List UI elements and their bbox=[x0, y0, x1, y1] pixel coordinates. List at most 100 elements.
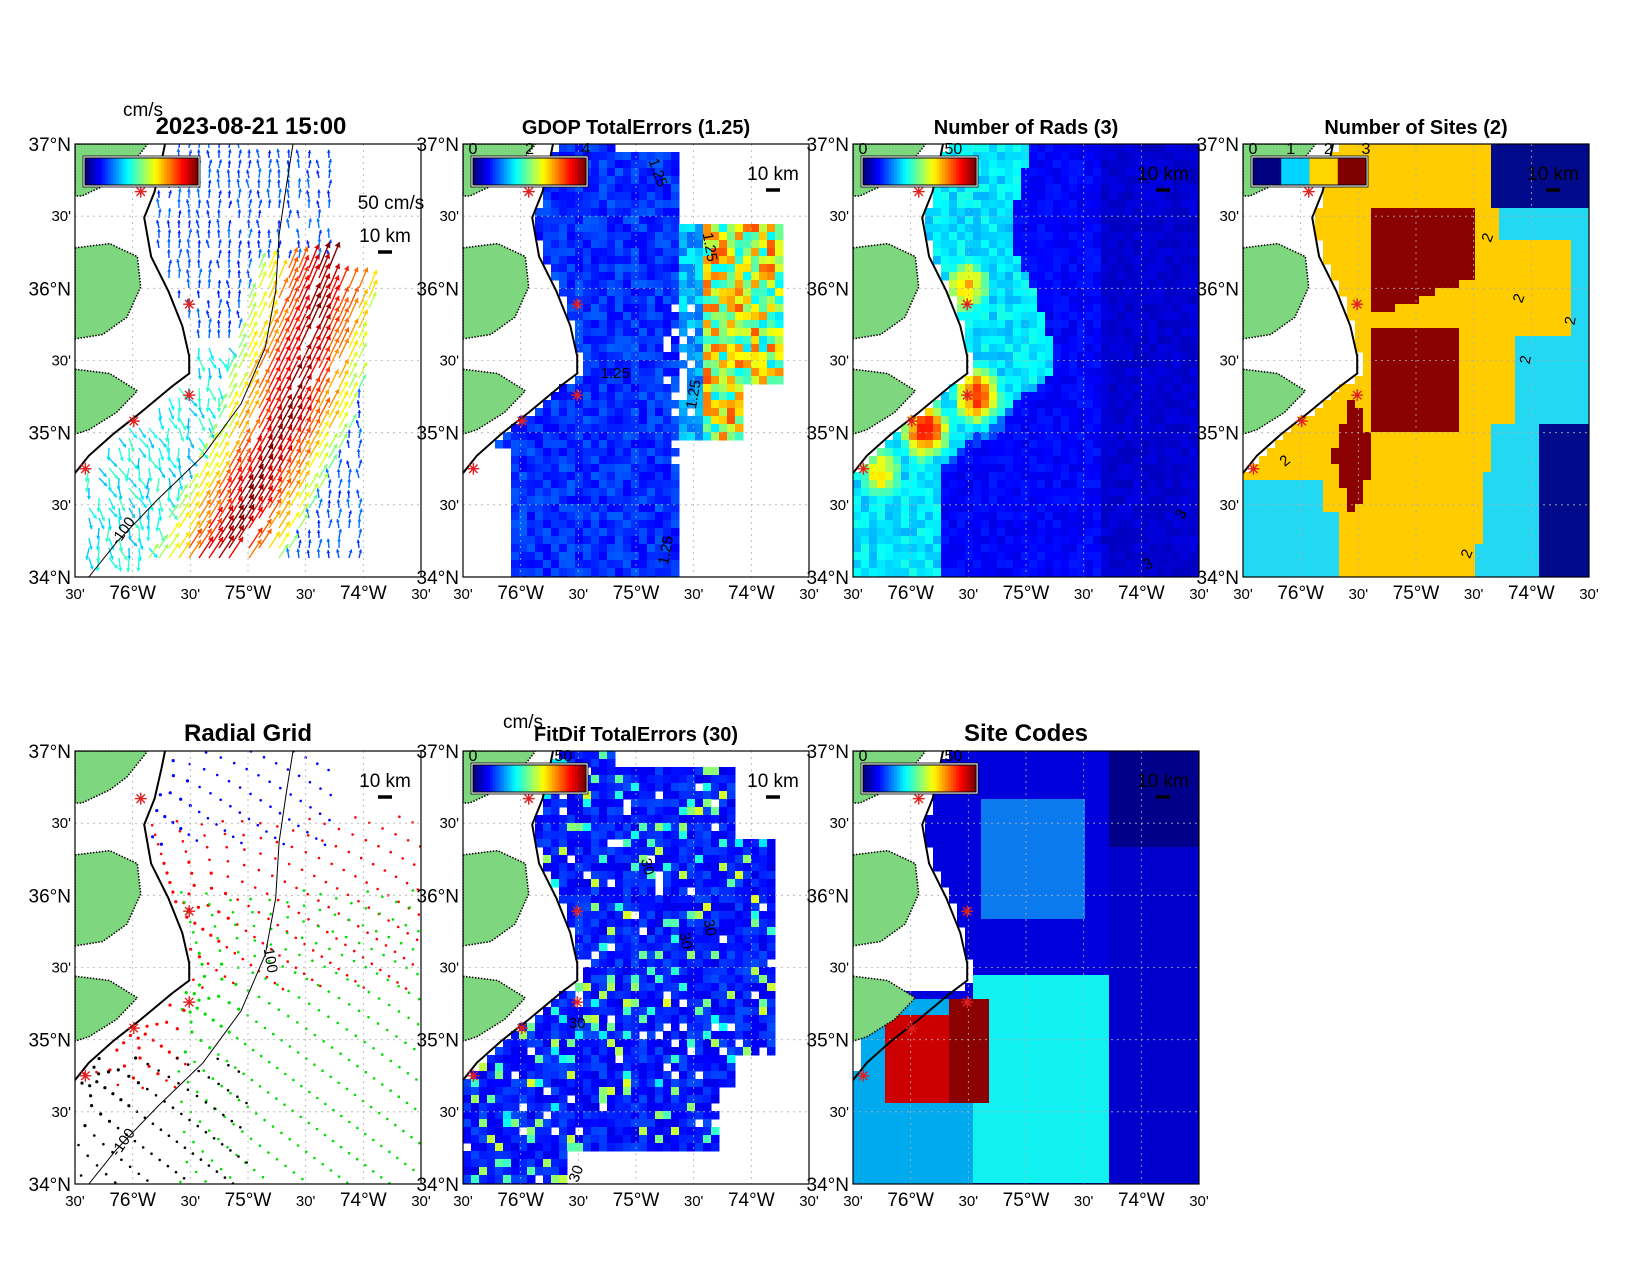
field-cell bbox=[1109, 456, 1118, 465]
field-cell bbox=[1181, 432, 1190, 441]
field-cell bbox=[1181, 488, 1190, 497]
field-cell bbox=[703, 288, 712, 297]
field-cell bbox=[575, 200, 584, 209]
field-cell bbox=[1181, 144, 1190, 153]
current-vector-head bbox=[217, 140, 221, 143]
field-cell bbox=[1077, 520, 1086, 529]
field-cell bbox=[1189, 208, 1198, 217]
field-cell bbox=[591, 208, 600, 217]
field-cell bbox=[591, 432, 600, 441]
field-cell bbox=[1077, 384, 1086, 393]
field-cell bbox=[591, 256, 600, 265]
field-cell bbox=[917, 480, 926, 489]
field-cell bbox=[1133, 248, 1142, 257]
field-cell bbox=[1069, 168, 1078, 177]
field-cell bbox=[1133, 200, 1142, 209]
field-cell bbox=[623, 464, 632, 473]
field-cell bbox=[1053, 344, 1062, 353]
field-cell bbox=[1101, 344, 1110, 353]
field-cell bbox=[1013, 368, 1022, 377]
field-cell bbox=[1037, 320, 1046, 329]
field-cell bbox=[1101, 144, 1110, 153]
field-cell bbox=[535, 480, 544, 489]
field-cell bbox=[663, 520, 672, 529]
field-cell bbox=[703, 384, 712, 393]
field-cell bbox=[663, 296, 672, 305]
field-cell bbox=[1141, 528, 1150, 537]
field-cell bbox=[1013, 296, 1022, 305]
field-cell bbox=[901, 544, 910, 553]
field-cell bbox=[1149, 240, 1158, 249]
field-cell bbox=[591, 328, 600, 337]
field-cell bbox=[1021, 536, 1030, 545]
field-cell bbox=[591, 288, 600, 297]
field-cell bbox=[1077, 304, 1086, 313]
field-cell bbox=[1053, 440, 1062, 449]
field-cell bbox=[551, 256, 560, 265]
field-cell bbox=[1109, 152, 1118, 161]
field-cell bbox=[543, 216, 552, 225]
field-cell bbox=[671, 352, 680, 361]
field-cell bbox=[1053, 144, 1062, 153]
field-cell bbox=[647, 464, 656, 473]
field-cell bbox=[973, 344, 982, 353]
field-cell bbox=[551, 480, 560, 489]
field-cell bbox=[1141, 184, 1150, 193]
field-cell bbox=[727, 264, 736, 273]
field-cell bbox=[567, 472, 576, 481]
field-cell bbox=[1029, 536, 1038, 545]
field-cell bbox=[687, 424, 696, 433]
field-cell bbox=[965, 320, 974, 329]
field-cell bbox=[655, 312, 664, 321]
field-cell bbox=[583, 296, 592, 305]
field-cell bbox=[663, 328, 672, 337]
field-cell bbox=[1157, 456, 1166, 465]
field-cell bbox=[1021, 248, 1030, 257]
field-cell bbox=[1197, 264, 1206, 273]
field-cell bbox=[1181, 216, 1190, 225]
field-cell bbox=[1053, 304, 1062, 313]
field-cell bbox=[527, 528, 536, 537]
field-cell bbox=[997, 384, 1006, 393]
field-cell bbox=[527, 496, 536, 505]
field-cell bbox=[973, 472, 982, 481]
field-cell bbox=[719, 400, 728, 409]
field-cell bbox=[559, 256, 568, 265]
field-cell bbox=[893, 440, 902, 449]
field-cell bbox=[1093, 472, 1102, 481]
field-cell bbox=[1093, 480, 1102, 489]
field-cell bbox=[1109, 248, 1118, 257]
field-cell bbox=[1189, 312, 1198, 321]
field-cell bbox=[1085, 144, 1094, 153]
field-cell bbox=[671, 512, 680, 521]
field-cell bbox=[535, 440, 544, 449]
field-cell bbox=[989, 520, 998, 529]
field-cell bbox=[1069, 304, 1078, 313]
field-cell bbox=[901, 536, 910, 545]
field-cell bbox=[965, 536, 974, 545]
field-cell bbox=[727, 224, 736, 233]
field-cell bbox=[527, 544, 536, 553]
field-cell bbox=[1013, 528, 1022, 537]
field-cell bbox=[1157, 480, 1166, 489]
field-cell bbox=[639, 528, 648, 537]
field-cell bbox=[615, 272, 624, 281]
field-cell bbox=[623, 280, 632, 289]
field-cell bbox=[1061, 240, 1070, 249]
field-cell bbox=[1141, 376, 1150, 385]
field-cell bbox=[1005, 264, 1014, 273]
field-cell bbox=[957, 224, 966, 233]
field-cell bbox=[941, 272, 950, 281]
field-cell bbox=[1093, 208, 1102, 217]
field-cell bbox=[1173, 144, 1182, 153]
field-cell bbox=[981, 232, 990, 241]
field-cell bbox=[751, 352, 760, 361]
field-cell bbox=[647, 320, 656, 329]
field-cell bbox=[1029, 456, 1038, 465]
field-cell bbox=[567, 496, 576, 505]
field-cell bbox=[1093, 152, 1102, 161]
field-cell bbox=[1117, 384, 1126, 393]
field-cell bbox=[989, 176, 998, 185]
field-cell bbox=[1109, 520, 1118, 529]
